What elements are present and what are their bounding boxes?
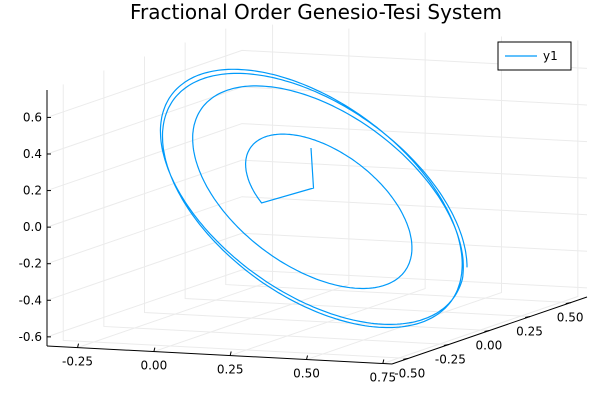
grid-x-2 — [230, 32, 426, 357]
grid-z-2 — [46, 196, 588, 265]
x-tick-mark-1 — [153, 347, 156, 352]
x-tick-label-1: 0.00 — [140, 359, 167, 373]
x-tick-mark-4 — [382, 359, 385, 364]
y-tick-mark-4 — [565, 302, 571, 305]
x-tick-label-0: -0.25 — [62, 355, 93, 369]
grid-y-3 — [184, 42, 531, 318]
grid-z-4 — [46, 123, 588, 192]
series-layer — [159, 68, 468, 329]
y-tick-mark-0 — [403, 357, 409, 360]
x-tick-mark-3 — [306, 355, 308, 360]
grid-z-0 — [46, 269, 588, 338]
grid-z-1 — [46, 232, 588, 301]
tick-labels: -0.25 0.00 0.25 0.50 0.75-0.50 -0.25 0.00 0.25 0… — [19, 110, 584, 384]
x-tick-mark-0 — [77, 343, 80, 348]
y-tick-label-3: 0.25 — [516, 325, 543, 339]
z-tick-label-6: 0.6 — [23, 110, 42, 124]
x-tick-mark-2 — [229, 351, 232, 356]
series-line-y1 — [159, 68, 468, 329]
legend-label-y1: y1 — [543, 49, 558, 63]
x-axis-line — [46, 345, 393, 365]
z-tick-label-4: 0.2 — [23, 184, 42, 198]
x-tick-label-4: 0.75 — [369, 371, 396, 385]
x-tick-label-2: 0.25 — [217, 363, 244, 377]
y-tick-label-4: 0.50 — [557, 311, 584, 325]
grid-x-4 — [382, 40, 579, 364]
grid-z-5 — [46, 86, 588, 155]
grid-y-4 — [225, 28, 571, 304]
y-tick-mark-2 — [484, 330, 490, 332]
y-tick-label-1: -0.25 — [435, 352, 466, 366]
grid-x-1 — [153, 28, 350, 353]
grid-lines — [46, 24, 588, 364]
chart-title: Fractional Order Genesio-Tesi System — [130, 0, 502, 24]
grid-y-1 — [103, 70, 449, 345]
x-tick-label-3: 0.50 — [293, 367, 320, 381]
z-tick-label-0: -0.6 — [19, 330, 42, 344]
y-tick-label-2: 0.00 — [476, 339, 503, 353]
axes — [46, 90, 588, 365]
z-tick-label-5: 0.4 — [23, 147, 42, 161]
y-tick-label-0: -0.50 — [394, 366, 425, 380]
grid-y-0 — [62, 84, 409, 359]
z-tick-label-3: 0.0 — [23, 220, 42, 234]
grid-y-2 — [144, 56, 490, 331]
legend: y1 — [497, 41, 572, 71]
z-tick-label-2: -0.2 — [19, 257, 42, 271]
grid-z-6 — [46, 49, 588, 118]
z-tick-label-1: -0.4 — [19, 293, 42, 307]
grid-x-3 — [306, 36, 503, 361]
y-tick-mark-3 — [525, 316, 531, 319]
y-tick-mark-1 — [443, 343, 449, 346]
grid-x-0 — [77, 24, 274, 349]
grid-z-3 — [46, 159, 588, 228]
